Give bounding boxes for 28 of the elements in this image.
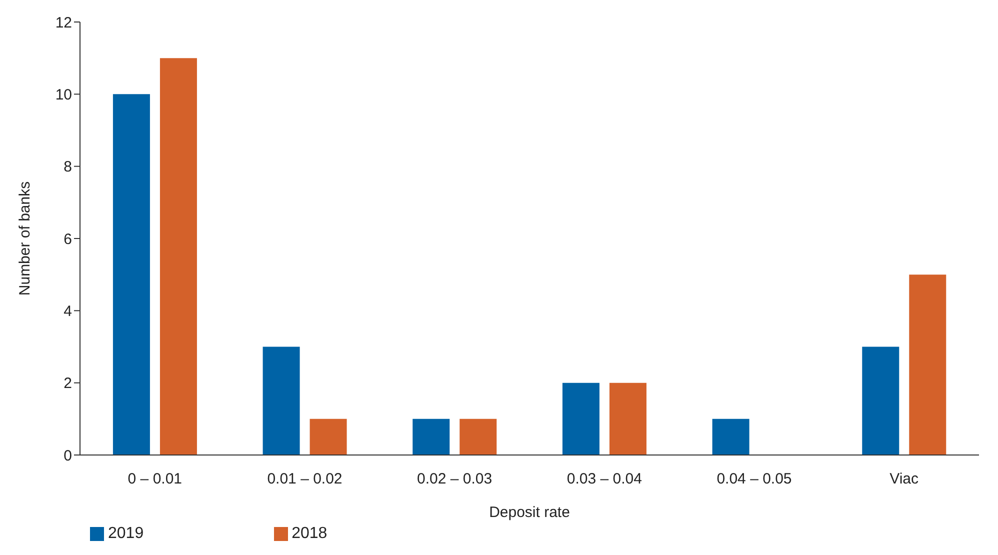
x-tick-label: 0.01 – 0.02 [267,470,342,488]
x-tick-label: 0.02 – 0.03 [417,470,492,488]
y-tick-label: 12 [55,14,72,32]
y-tick-label: 8 [64,158,72,176]
x-tick-label: 0 – 0.01 [128,470,182,488]
bar [262,346,300,455]
bar [609,382,646,455]
bar [712,418,750,455]
y-tick-label: 4 [64,302,72,320]
bar [909,274,946,455]
bar [412,418,450,455]
x-tick-label: 0.04 – 0.05 [716,470,792,488]
legend-label: 2018 [292,525,328,542]
bar [862,346,900,455]
legend-label: 2019 [108,525,144,542]
bar [160,58,197,455]
y-tick-label: 0 [64,447,72,464]
bar [112,94,150,455]
y-tick-label: 2 [64,375,72,392]
bar [460,418,497,455]
x-axis-title: Deposit rate [489,504,570,521]
y-tick-label: 10 [55,86,72,104]
bar [562,382,600,455]
y-axis-title: Number of banks [16,181,34,296]
x-tick-label: 0.03 – 0.04 [566,470,642,488]
y-tick-label: 6 [64,230,72,248]
x-tick-label: Viac [890,470,920,488]
bar [310,418,347,455]
